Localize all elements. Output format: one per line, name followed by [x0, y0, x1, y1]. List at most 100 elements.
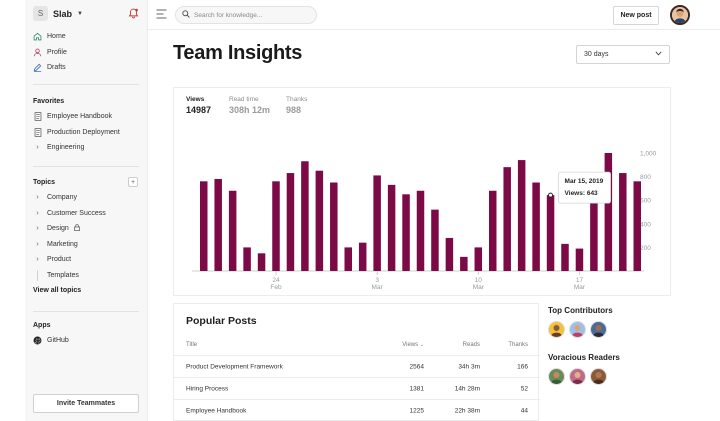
voracious-readers-title: Voracious Readers — [548, 353, 620, 362]
stat-read-time[interactable]: Read time 308h 12m — [229, 96, 270, 115]
chart-bar[interactable] — [445, 237, 454, 271]
invite-teammates-button[interactable]: Invite Teammates — [33, 394, 139, 413]
top-contributors-title: Top Contributors — [548, 306, 613, 315]
x-tick-day: 17 — [576, 277, 584, 284]
column-views[interactable]: Views ⌄ — [402, 342, 424, 348]
add-topic-button[interactable]: + — [128, 177, 138, 187]
x-tick-day: 3 — [375, 277, 379, 284]
chart-bar[interactable] — [358, 242, 367, 271]
app-github[interactable]: GitHub — [33, 333, 69, 349]
post-views: 2564 — [409, 363, 424, 370]
favorite-production-deployment[interactable]: Production Deployment — [33, 125, 120, 141]
y-tick-label: 200 — [640, 245, 651, 252]
chart-bar[interactable] — [286, 173, 295, 271]
workspace-switcher[interactable]: S Slab ▼ — [33, 6, 83, 21]
topic-marketing[interactable]: › Marketing — [33, 237, 106, 253]
workspace-logo: S — [33, 6, 48, 21]
table-row[interactable]: Hiring Process 1381 14h 28m 52 — [174, 377, 540, 399]
chart-bar[interactable] — [257, 253, 266, 271]
chart-bar[interactable] — [200, 181, 208, 271]
chart-bar[interactable] — [561, 243, 569, 271]
contributor-avatar[interactable] — [548, 321, 565, 338]
y-tick-label: 800 — [640, 174, 651, 181]
reader-avatar[interactable] — [590, 368, 607, 385]
bell-icon[interactable] — [128, 8, 139, 21]
person-icon — [33, 48, 42, 57]
favorite-engineering[interactable]: › Engineering — [33, 140, 120, 156]
sort-down-icon: ⌄ — [419, 342, 424, 348]
nav-profile[interactable]: Profile — [33, 45, 67, 61]
table-row[interactable]: Product Development Framework 2564 34h 3… — [174, 355, 540, 377]
chart-bar[interactable] — [532, 182, 540, 272]
views-bar-chart: 2004006008001,00024Feb3Mar10Mar17MarMar … — [192, 151, 657, 291]
apps-title: Apps — [33, 322, 51, 329]
favorite-employee-handbook[interactable]: Employee Handbook — [33, 109, 120, 125]
search-input[interactable] — [194, 11, 309, 19]
y-tick-label: 1,000 — [640, 151, 657, 158]
column-title[interactable]: Title — [186, 342, 198, 348]
page-title: Team Insights — [173, 42, 303, 64]
stat-views[interactable]: Views 14987 — [186, 96, 211, 115]
chart-bar[interactable] — [575, 248, 584, 271]
chart-bar[interactable] — [387, 184, 396, 271]
chart-bar[interactable] — [272, 181, 280, 271]
date-range-select[interactable]: 30 days — [576, 45, 670, 64]
highlight-marker — [548, 192, 553, 198]
column-thanks[interactable]: Thanks — [508, 342, 528, 348]
chart-bar[interactable] — [214, 178, 222, 271]
topic-product[interactable]: › Product — [33, 252, 106, 268]
chart-bar[interactable] — [228, 190, 237, 271]
document-icon — [33, 128, 42, 137]
chevron-right-icon: › — [36, 194, 39, 202]
search-bar[interactable] — [175, 6, 317, 24]
stat-thanks[interactable]: Thanks 988 — [286, 96, 307, 115]
topic-company[interactable]: › Company — [33, 190, 106, 206]
chart-bar[interactable] — [619, 173, 627, 271]
chart-bar[interactable] — [301, 161, 309, 271]
chart-bar[interactable] — [474, 247, 483, 271]
chart-bar[interactable] — [590, 178, 598, 271]
reader-avatar[interactable] — [569, 368, 586, 385]
collapse-sidebar-icon[interactable] — [156, 9, 167, 21]
chart-bar[interactable] — [373, 175, 381, 271]
sidebar-divider — [33, 84, 139, 85]
user-avatar[interactable] — [670, 5, 690, 25]
chart-bar[interactable] — [330, 182, 338, 272]
topic-design[interactable]: › Design — [33, 221, 106, 237]
chart-bar[interactable] — [460, 256, 468, 271]
chart-bar[interactable] — [633, 181, 642, 271]
chart-bar[interactable] — [489, 190, 497, 271]
contributor-avatar[interactable] — [569, 321, 586, 338]
chart-bar[interactable] — [431, 209, 439, 271]
post-title: Product Development Framework — [186, 363, 283, 370]
chart-bar[interactable] — [604, 153, 613, 271]
chart-bar[interactable] — [503, 167, 511, 271]
table-row[interactable]: Employee Handbook 1225 22h 38m 44 — [174, 399, 540, 421]
nav-drafts[interactable]: Drafts — [33, 60, 67, 76]
post-reads: 34h 3m — [458, 363, 480, 370]
post-reads: 22h 38m — [454, 407, 480, 414]
chart-bar[interactable] — [416, 190, 425, 271]
chart-bar[interactable] — [243, 247, 251, 271]
home-icon — [33, 32, 42, 41]
topic-templates[interactable]: Templates — [33, 268, 106, 284]
chart-bar[interactable] — [402, 194, 410, 271]
reader-avatar[interactable] — [548, 368, 565, 385]
chart-bar[interactable] — [546, 195, 555, 271]
insights-chart-card: Views 14987 Read time 308h 12m Thanks 98… — [173, 87, 671, 296]
post-views: 1381 — [409, 385, 424, 392]
chart-bar[interactable] — [344, 247, 353, 271]
date-range-value: 30 days — [584, 51, 609, 58]
chevron-right-icon: › — [36, 209, 39, 217]
chart-bar[interactable] — [517, 160, 526, 271]
contributor-avatar[interactable] — [590, 321, 607, 338]
nav-home[interactable]: Home — [33, 29, 67, 45]
topic-label: Product — [47, 256, 72, 264]
view-all-topics-link[interactable]: View all topics — [33, 287, 82, 294]
chevron-down-icon: ▼ — [77, 10, 83, 17]
column-reads[interactable]: Reads — [462, 342, 480, 348]
stat-label: Views — [186, 96, 205, 103]
topic-customer-success[interactable]: › Customer Success — [33, 206, 105, 222]
new-post-button[interactable]: New post — [613, 6, 659, 25]
chart-bar[interactable] — [315, 170, 324, 271]
